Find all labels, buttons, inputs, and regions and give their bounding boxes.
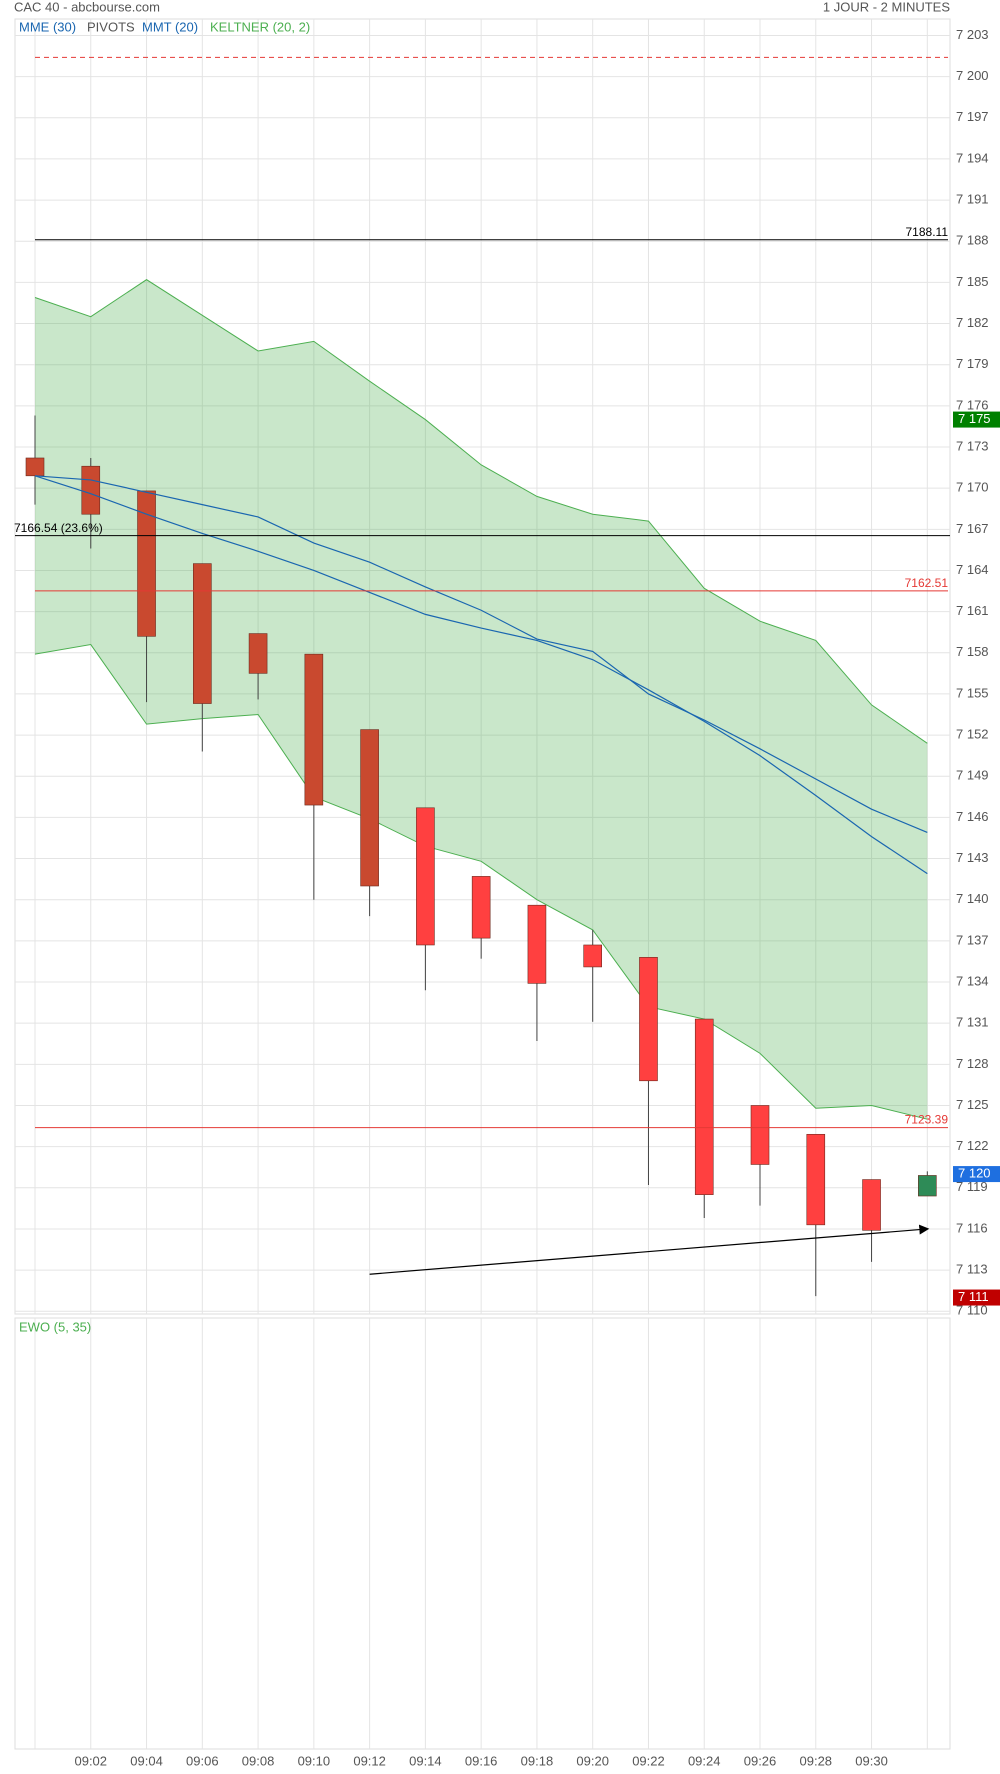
candle-body: [25, 457, 45, 477]
candle-body: [639, 957, 658, 1082]
y-tick-label: 7 161: [956, 603, 989, 618]
legend-entry: MME (30): [19, 19, 76, 34]
y-tick-label: 7 122: [956, 1138, 989, 1153]
main-panel: [14, 18, 951, 1315]
x-tick-label: 09:30: [855, 1753, 888, 1768]
y-tick-label: 7 191: [956, 192, 989, 207]
header-title: CAC 40 - abcbourse.com: [14, 0, 160, 14]
y-tick-label: 7 119: [956, 1179, 988, 1194]
y-tick-label: 7 164: [956, 562, 989, 577]
price-marker: [953, 411, 1000, 428]
y-tick-label: 7 137: [956, 932, 989, 947]
x-tick-label: 09:06: [186, 1753, 219, 1768]
y-tick-label: 7 203: [956, 27, 989, 42]
x-tick-label: 09:14: [409, 1753, 442, 1768]
y-tick-label: 7 179: [956, 356, 989, 371]
x-tick-label: 09:24: [688, 1753, 721, 1768]
pivot-label: 7166.54 (23.6%): [14, 521, 103, 535]
y-tick-label: 7 134: [956, 973, 989, 988]
candle-body: [81, 465, 101, 515]
x-tick-label: 09:22: [632, 1753, 665, 1768]
plot-layer: 7 110 7 113 7 116 7 119 7 122 7 125 7 128 7 131…: [14, 19, 1000, 1768]
candle-body: [750, 1105, 770, 1165]
x-tick-label: 09:28: [800, 1753, 833, 1768]
price-marker-label: 7 175: [958, 411, 991, 426]
candle-body: [694, 1018, 714, 1195]
y-tick-label: 7 197: [956, 109, 989, 124]
x-tick-label: 09:04: [130, 1753, 163, 1768]
y-tick-label: 7 146: [956, 809, 989, 824]
y-tick-label: 7 158: [956, 644, 989, 659]
candle-body: [527, 904, 547, 984]
y-tick-label: 7 185: [956, 274, 989, 289]
x-tick-label: 09:12: [353, 1753, 386, 1768]
y-tick-label: 7 173: [956, 438, 989, 453]
x-tick-label: 09:18: [521, 1753, 554, 1768]
pivot-label: 7162.51: [905, 576, 949, 590]
keltner-upper: [34, 279, 928, 744]
y-tick-label: 7 128: [956, 1056, 989, 1071]
indicator-title: EWO (5, 35): [19, 1319, 91, 1334]
keltner-lower: [34, 644, 928, 1120]
candle-body: [360, 729, 379, 887]
price-marker-label: 7 111: [958, 1289, 989, 1304]
x-tick-label: 09:10: [298, 1753, 331, 1768]
candle-body: [137, 490, 156, 637]
candle-body: [806, 1133, 826, 1226]
y-tick-label: 7 143: [956, 850, 989, 865]
candle-body: [248, 633, 268, 674]
y-tick-label: 7 155: [956, 685, 989, 700]
y-tick-label: 7 140: [956, 891, 989, 906]
pivot-label: 7123.39: [905, 1113, 949, 1127]
indicator-panel: [14, 1317, 951, 1750]
header-period: 1 JOUR - 2 MINUTES: [823, 0, 950, 14]
candle-body: [583, 944, 603, 968]
y-tick-label: 7 188: [956, 233, 989, 248]
y-tick-label: 7 194: [956, 150, 989, 165]
y-tick-label: 7 113: [956, 1262, 988, 1277]
candle-body: [304, 653, 324, 806]
y-tick-label: 7 149: [956, 768, 989, 783]
x-tick-label: 09:16: [465, 1753, 498, 1768]
x-tick-label: 09:26: [744, 1753, 777, 1768]
keltner-area: [35, 279, 928, 1120]
candle-body: [862, 1179, 881, 1231]
y-tick-label: 7 125: [956, 1097, 989, 1112]
price-marker-label: 7 120: [958, 1166, 991, 1181]
candle-body: [918, 1175, 937, 1197]
y-tick-label: 7 110: [956, 1303, 988, 1318]
price-marker: [953, 1289, 1000, 1306]
y-tick-label: 7 176: [956, 397, 989, 412]
pivot-label: 7188.11: [906, 225, 949, 239]
y-tick-label: 7 131: [956, 1015, 989, 1030]
y-tick-label: 7 167: [956, 521, 989, 536]
y-tick-label: 7 182: [956, 315, 989, 330]
x-tick-label: 09:08: [242, 1753, 275, 1768]
moving-average-line: [34, 475, 928, 834]
x-tick-label: 09:02: [74, 1753, 107, 1768]
candle-body: [193, 563, 212, 704]
legend-entry: PIVOTS: [87, 19, 135, 34]
y-tick-label: 7 200: [956, 68, 989, 83]
price-marker: [953, 1166, 1000, 1183]
moving-average-line: [34, 475, 928, 875]
candle-body: [471, 876, 491, 939]
trendline: [369, 1224, 930, 1275]
x-tick-label: 09:20: [576, 1753, 609, 1768]
legend-entry: KELTNER (20, 2): [210, 19, 310, 34]
y-tick-label: 7 152: [956, 727, 989, 742]
candle-body: [416, 807, 435, 946]
y-tick-label: 7 116: [956, 1220, 988, 1235]
legend-entry: MMT (20): [142, 19, 198, 34]
y-tick-label: 7 170: [956, 480, 989, 495]
